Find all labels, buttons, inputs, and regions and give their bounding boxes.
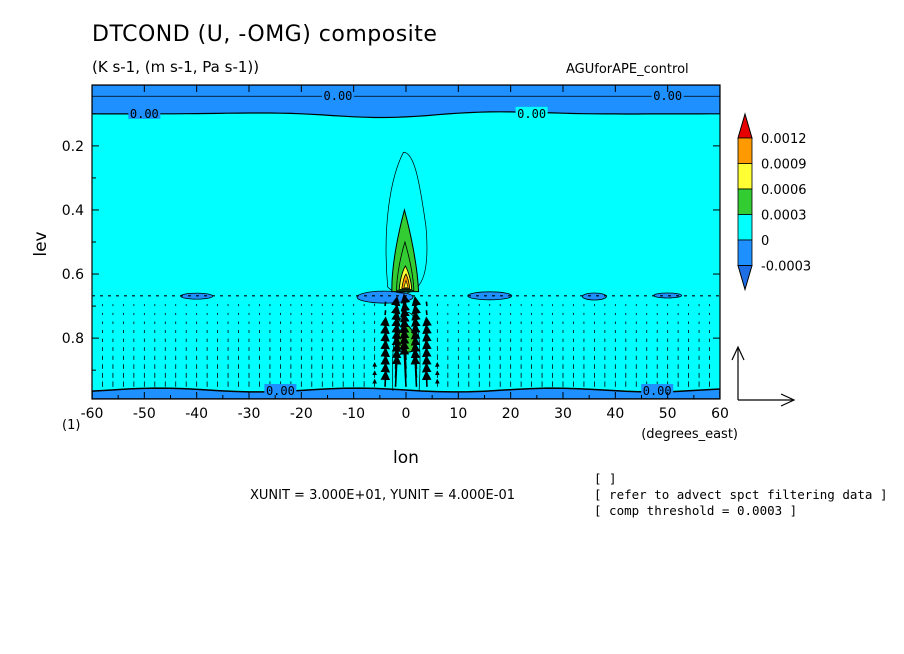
ref-vector-vertical-head xyxy=(731,345,745,361)
y-tick-label: 0.2 xyxy=(62,139,84,155)
x-axis-unit: (degrees_east) xyxy=(641,427,738,442)
wind-vector xyxy=(384,310,387,316)
outer-contour xyxy=(385,151,428,294)
ref-vector-horizontal-head xyxy=(780,393,796,407)
note-filter: [ refer to advect spct filtering data ] xyxy=(594,487,888,502)
core-center xyxy=(403,279,409,288)
y-tick-label: 0.8 xyxy=(62,331,84,347)
contour-label-bg xyxy=(321,89,354,102)
colorbar-segment xyxy=(737,214,753,241)
contour-label-bg xyxy=(264,383,297,396)
wind-vectors xyxy=(92,293,720,387)
upper-negative-band xyxy=(92,85,720,119)
contour-label: 0.00 xyxy=(653,89,682,103)
wind-vector xyxy=(425,301,428,307)
x-axis-label: lon xyxy=(393,448,419,468)
x-tick-label: 10 xyxy=(449,406,467,422)
contour-label: 0.00 xyxy=(324,89,353,103)
contour-label-bg xyxy=(515,106,548,119)
colorbar-segment xyxy=(737,137,753,164)
colorbar-label: 0 xyxy=(761,234,769,249)
colorbar-segment xyxy=(737,239,753,266)
colorbar-label: -0.0003 xyxy=(761,260,811,275)
x-tick-label: 20 xyxy=(502,406,520,422)
colorbar-label: 0.0009 xyxy=(761,158,807,173)
x-tick-label: -40 xyxy=(185,406,208,422)
x-tick-label: 50 xyxy=(659,406,677,422)
wind-vector xyxy=(422,331,432,343)
wind-vector xyxy=(410,354,421,387)
note-threshold: [ comp threshold = 0.0003 ] xyxy=(594,503,798,518)
colorbar-segment xyxy=(737,188,753,215)
x-tick-prefix: (1) xyxy=(62,418,80,433)
chart-units: (K s-1, (m s-1, Pa s-1)) xyxy=(92,58,260,76)
colorbar-label: 0.0003 xyxy=(761,209,807,224)
wind-vector xyxy=(380,370,391,387)
negative-blob xyxy=(582,292,607,301)
plot-area: 0.00 0.00 0.00 0.00 0.00 0.00 xyxy=(92,85,720,399)
wind-vector xyxy=(380,331,390,343)
reference-vector xyxy=(731,345,796,407)
wind-vector xyxy=(422,316,432,327)
wind-vector xyxy=(380,316,390,327)
note-blank: [ ] xyxy=(594,471,617,486)
wind-vector xyxy=(391,354,402,387)
x-tick-label: 0 xyxy=(402,406,411,422)
wind-vector xyxy=(422,324,432,335)
x-tick-label: 30 xyxy=(554,406,572,422)
wind-vector xyxy=(425,310,428,316)
colorbar-segment xyxy=(737,163,753,190)
wind-vector xyxy=(421,370,432,387)
axes: -60 -50 -40 -30 -20 -10 0 10 20 30 40 50 60 0.2 0.4 0.6… xyxy=(31,84,738,468)
dataset-label: AGUforAPE_control xyxy=(566,62,689,77)
colorbar: 0.0012 0.0009 0.0006 0.0003 0 -0.0003 xyxy=(737,112,811,292)
wind-vector xyxy=(380,324,390,335)
colorbar-label: 0.0012 xyxy=(761,132,807,147)
y-tick-label: 0.6 xyxy=(62,267,84,283)
vector-unit-line: XUNIT = 3.000E+01, YUNIT = 4.000E-01 xyxy=(250,488,515,503)
x-tick-label: 40 xyxy=(606,406,624,422)
wind-vector xyxy=(384,301,387,307)
colorbar-bottom-arrow xyxy=(737,265,753,292)
x-tick-label: -30 xyxy=(238,406,261,422)
contour-label-bg xyxy=(128,106,161,119)
wind-vector xyxy=(399,345,410,387)
x-tick-label: -60 xyxy=(81,406,104,422)
chart-title: DTCOND (U, -OMG) composite xyxy=(92,22,438,47)
negative-blob xyxy=(467,291,513,301)
y-tick-label: 0.4 xyxy=(62,203,84,219)
colorbar-top-arrow xyxy=(737,112,753,139)
y-axis-label: lev xyxy=(31,231,51,256)
contour-label: 0.00 xyxy=(266,384,295,398)
contour-label-bg xyxy=(641,383,674,396)
x-tick-label: 60 xyxy=(711,406,729,422)
contour-label: 0.00 xyxy=(643,384,672,398)
contour-label: 0.00 xyxy=(130,107,159,121)
x-tick-label: -50 xyxy=(133,406,156,422)
x-tick-label: -20 xyxy=(290,406,313,422)
x-tick-label: -10 xyxy=(342,406,365,422)
contour-label: 0.00 xyxy=(517,107,546,121)
contour-label-bg xyxy=(651,89,684,102)
colorbar-label: 0.0006 xyxy=(761,183,807,198)
